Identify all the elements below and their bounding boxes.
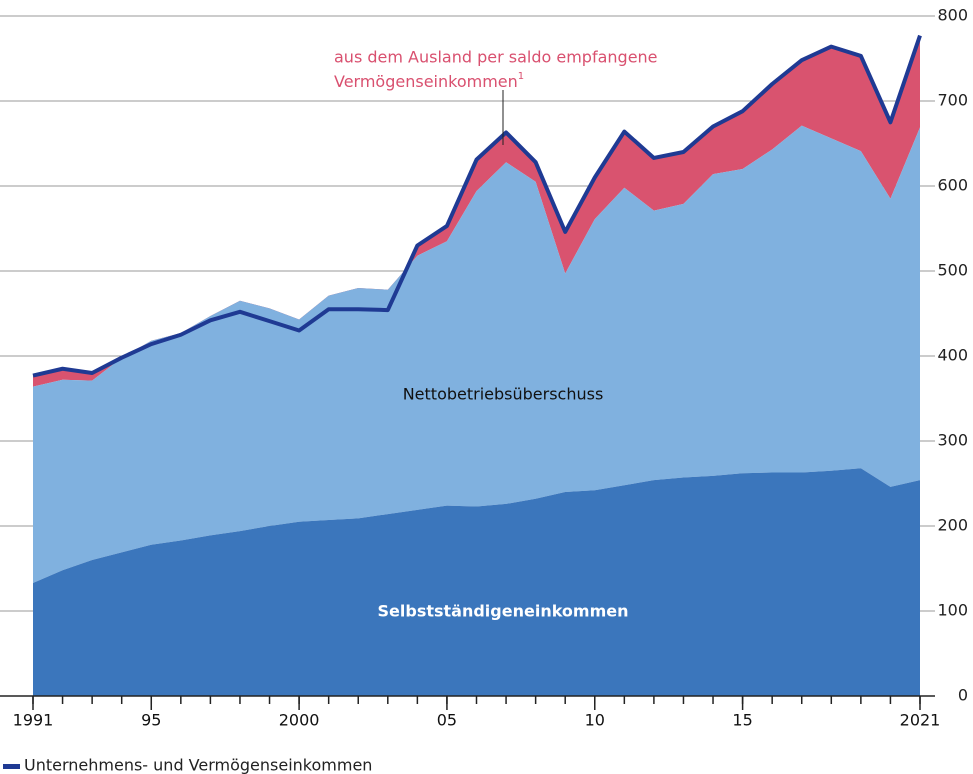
area: [33, 35, 920, 387]
annotation-line: aus dem Ausland per saldo empfangene: [334, 48, 658, 67]
x-tick-label: 1991: [13, 711, 54, 730]
y-tick-label: 500: [937, 261, 968, 280]
y-tick-label: 800: [937, 6, 968, 25]
x-tick-label: 2021: [900, 711, 941, 730]
area: [33, 468, 920, 696]
annotation-line: Vermögenseinkommen1: [334, 71, 524, 91]
legend-swatch: [3, 764, 20, 769]
y-tick-label: 100: [937, 601, 968, 620]
series-label: Selbstständigeneinkommen: [378, 602, 629, 621]
total-line: [32, 34, 922, 378]
x-tick-label: 95: [141, 711, 161, 730]
x-tick-label: 2000: [279, 711, 320, 730]
y-tick-label: 600: [937, 176, 968, 195]
footnote-mark: 1: [518, 71, 524, 82]
legend-label: Unternehmens- und Vermögenseinkommen: [24, 756, 372, 774]
x-tick-label: 05: [437, 711, 457, 730]
y-tick-label: 200: [937, 516, 968, 535]
series-label: Nettobetriebsüberschuss: [403, 385, 604, 404]
area: [33, 125, 920, 583]
x-tick-label: 15: [732, 711, 752, 730]
y-tick-label: 0: [958, 686, 968, 705]
y-tick-label: 400: [937, 346, 968, 365]
x-tick-label: 10: [585, 711, 605, 730]
annotation-text: Vermögenseinkommen: [334, 72, 518, 91]
y-tick-label: 700: [937, 91, 968, 110]
y-tick-label: 300: [937, 431, 968, 450]
